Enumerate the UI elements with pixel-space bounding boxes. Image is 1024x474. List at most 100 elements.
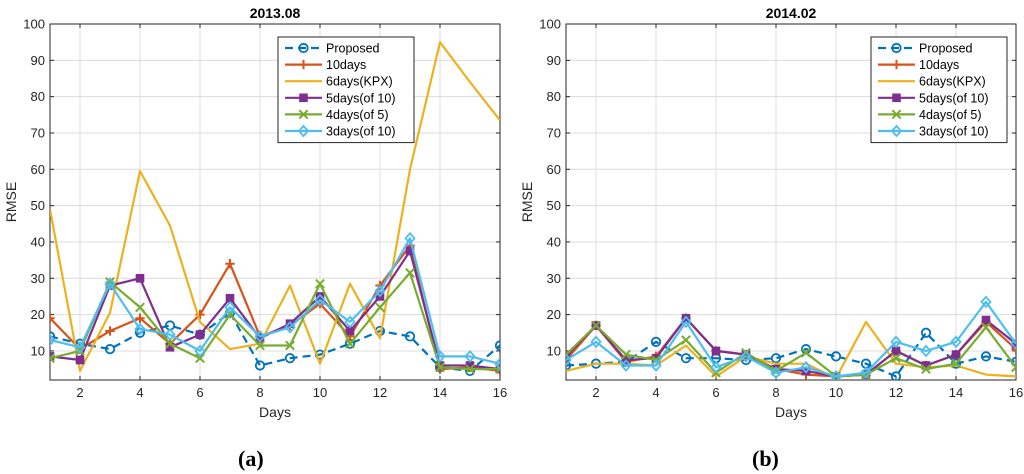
- data-point-3days-of-10: [284, 320, 296, 334]
- data-point-4days-of-5: [195, 353, 205, 364]
- data-point-3days-of-10: [344, 315, 356, 329]
- legend-marker: [298, 42, 309, 54]
- legend-label: Proposed: [919, 42, 973, 56]
- chart-2014-02: 2 4 6 8 10 12 14 16 10 20 30 40 50 60 70 80 90 100 2014.02…: [519, 5, 1023, 420]
- data-point-proposed: [680, 353, 692, 364]
- data-point-4days-of-5: [50, 353, 55, 364]
- data-point-3days-of-10: [134, 322, 146, 336]
- x-tick-label: 2: [592, 385, 599, 400]
- data-point-10days: [1011, 344, 1016, 354]
- chart-2013-08: 2 4 6 8 10 12 14 16 10 20 30 40 50 60 70 80 90 100 2013.08…: [3, 5, 507, 420]
- legend-label: 10days: [326, 58, 366, 72]
- legend-label: 6days(KPX): [326, 75, 393, 89]
- plot-area: [50, 41, 500, 377]
- data-point-3days-of-10: [194, 344, 206, 358]
- x-tick-label: 10: [829, 385, 843, 400]
- data-point-proposed: [404, 331, 416, 342]
- data-point-4days-of-5: [135, 302, 145, 313]
- data-point-3days-of-10: [1010, 337, 1016, 351]
- data-point-proposed: [830, 351, 842, 362]
- y-tick-label: 70: [547, 125, 561, 140]
- legend-marker: [299, 93, 308, 103]
- legend-label: Proposed: [326, 42, 380, 56]
- data-point-4days-of-5: [981, 322, 991, 333]
- data-point-proposed: [980, 351, 992, 362]
- x-tick-label: 12: [373, 385, 387, 400]
- y-tick-label: 20: [547, 307, 561, 322]
- data-point-3days-of-10: [980, 295, 992, 309]
- data-point-3days-of-10: [590, 335, 602, 349]
- data-point-3days-of-10: [254, 330, 266, 343]
- legend: Proposed 10days 6days(KPX) 5days(of 10) 4day…: [277, 36, 415, 144]
- x-tick-label: 14: [949, 385, 963, 400]
- data-point-4days-of-5: [621, 349, 631, 360]
- data-point-3days-of-10: [650, 359, 662, 372]
- y-axis-label: RMSE: [3, 182, 19, 222]
- data-point-3days-of-10: [950, 335, 962, 349]
- legend-item-6days-kpx: 6days(KPX): [285, 75, 393, 89]
- data-point-3days-of-10: [710, 360, 722, 374]
- x-tick-label: 6: [712, 385, 719, 400]
- y-tick-label: 80: [31, 89, 45, 104]
- data-point-proposed: [254, 360, 266, 371]
- data-point-3days-of-10: [566, 353, 572, 367]
- y-tick-label: 50: [31, 198, 45, 213]
- y-tick-label: 90: [31, 53, 45, 68]
- data-point-4days-of-5: [405, 267, 415, 278]
- data-point-3days-of-10: [680, 315, 692, 329]
- ticks: 2 4 6 8 10 12 14 16 10 20 30 40 50 60 70 80 90 100: [539, 17, 1023, 401]
- data-point-5days-of-10: [195, 330, 205, 339]
- data-point-4days-of-5: [921, 364, 931, 375]
- y-tick-label: 90: [547, 53, 561, 68]
- data-point-4days-of-5: [891, 353, 901, 364]
- data-point-proposed: [650, 336, 662, 347]
- x-tick-label: 4: [136, 385, 143, 400]
- legend-box: [870, 36, 1008, 144]
- data-point-3days-of-10: [890, 335, 902, 349]
- x-tick-label: 16: [493, 385, 507, 400]
- y-tick-label: 80: [547, 89, 561, 104]
- x-tick-label: 4: [652, 385, 659, 400]
- data-point-3days-of-10: [800, 360, 812, 374]
- legend-item-10days: 10days: [878, 58, 959, 72]
- series-line-4days-of-5: [566, 324, 1016, 378]
- data-point-10days: [105, 326, 115, 336]
- data-point-3days-of-10: [404, 231, 416, 245]
- x-tick-label: 10: [313, 385, 327, 400]
- data-point-3days-of-10: [494, 357, 500, 370]
- x-tick-label: 6: [196, 385, 203, 400]
- legend-label: 10days: [919, 58, 959, 72]
- series-line-6days-kpx: [50, 41, 500, 372]
- data-point-10days: [135, 313, 145, 323]
- y-tick-label: 10: [31, 343, 45, 358]
- data-point-5days-of-10: [345, 326, 355, 336]
- legend-marker: [891, 42, 902, 54]
- data-point-proposed: [890, 371, 902, 380]
- series-line-5days-of-10: [566, 317, 1016, 378]
- legend-label: 4days(of 5): [919, 108, 982, 122]
- data-point-proposed: [50, 331, 56, 342]
- data-point-4days-of-5: [435, 362, 445, 373]
- legend-marker: [297, 124, 310, 138]
- data-point-3days-of-10: [374, 284, 386, 298]
- x-tick-label: 16: [1009, 385, 1023, 400]
- y-tick-label: 60: [31, 162, 45, 177]
- data-point-3days-of-10: [434, 350, 446, 363]
- ticks: 2 4 6 8 10 12 14 16 10 20 30 40 50 60 70 80 90 100: [23, 17, 507, 401]
- plot-area: [566, 295, 1016, 380]
- data-point-proposed: [284, 353, 296, 364]
- series-6days-kpx: [50, 41, 500, 372]
- x-axis-label: Days: [259, 404, 291, 420]
- series-3days-of-10: [566, 295, 1016, 380]
- data-point-4days-of-5: [465, 364, 475, 375]
- data-point-5days-of-10: [891, 346, 901, 356]
- x-tick-label: 12: [889, 385, 903, 400]
- data-point-5days-of-10: [951, 350, 961, 359]
- legend-item-proposed: Proposed: [285, 42, 380, 56]
- data-point-4days-of-5: [345, 338, 355, 349]
- series-line-proposed: [566, 331, 1016, 378]
- y-tick-label: 30: [31, 271, 45, 286]
- data-point-10days: [225, 259, 235, 269]
- x-tick-label: 8: [772, 385, 779, 400]
- legend-label: 4days(of 5): [326, 108, 389, 122]
